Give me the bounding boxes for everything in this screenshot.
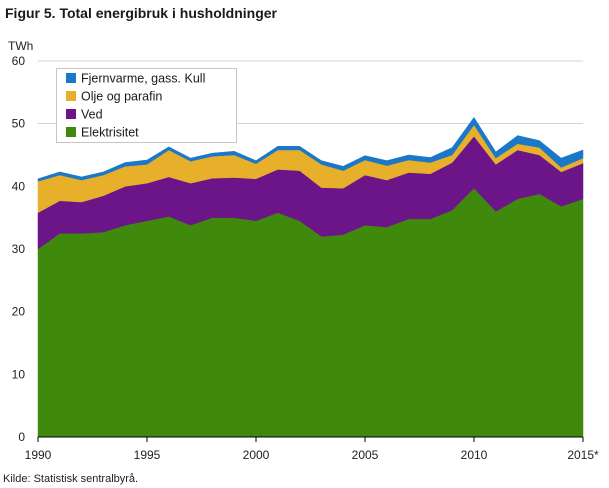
legend-label-elektrisitet: Elektrisitet [81, 126, 139, 140]
legend-label-fjernvarme-gass-kull: Fjernvarme, gass. Kull [81, 72, 205, 86]
y-tick-label: 60 [12, 54, 26, 68]
legend-label-olje-og-parafin: Olje og parafin [81, 90, 162, 104]
y-axis-title: TWh [8, 39, 33, 53]
x-tick-label: 2010 [461, 448, 488, 462]
x-tick-label: 2000 [243, 448, 270, 462]
legend-swatch-fjernvarme-gass-kull [66, 73, 76, 83]
x-tick-label: 1995 [134, 448, 161, 462]
y-tick-label: 50 [12, 117, 26, 131]
legend-swatch-ved [66, 109, 76, 119]
y-axis-tick-labels: 0 10 20 30 40 50 60 [12, 54, 26, 444]
y-tick-label: 0 [18, 430, 25, 444]
legend-swatch-elektrisitet [66, 127, 76, 137]
source-note: Kilde: Statistisk sentralbyrå. [3, 473, 138, 485]
y-tick-label: 20 [12, 305, 26, 319]
chart-title: Figur 5. Total energibruk i husholdninge… [5, 5, 278, 21]
area-fjernvarme-gass-kull [37, 116, 584, 182]
legend-box [56, 68, 237, 143]
x-axis: 1990 1995 2000 2005 2010 2015* [25, 436, 599, 462]
y-tick-label: 40 [12, 179, 26, 193]
x-tick-label: 2005 [352, 448, 379, 462]
x-tick-label: 1990 [25, 448, 52, 462]
stacked-areas [37, 116, 584, 438]
y-tick-label: 30 [12, 242, 26, 256]
legend-label-ved: Ved [81, 108, 103, 122]
legend: Fjernvarme, gass. Kull Olje og parafin Ved… [56, 68, 237, 143]
x-tick-label: 2015* [567, 448, 599, 462]
y-tick-label: 10 [12, 367, 26, 381]
legend-swatch-olje-og-parafin [66, 91, 76, 101]
